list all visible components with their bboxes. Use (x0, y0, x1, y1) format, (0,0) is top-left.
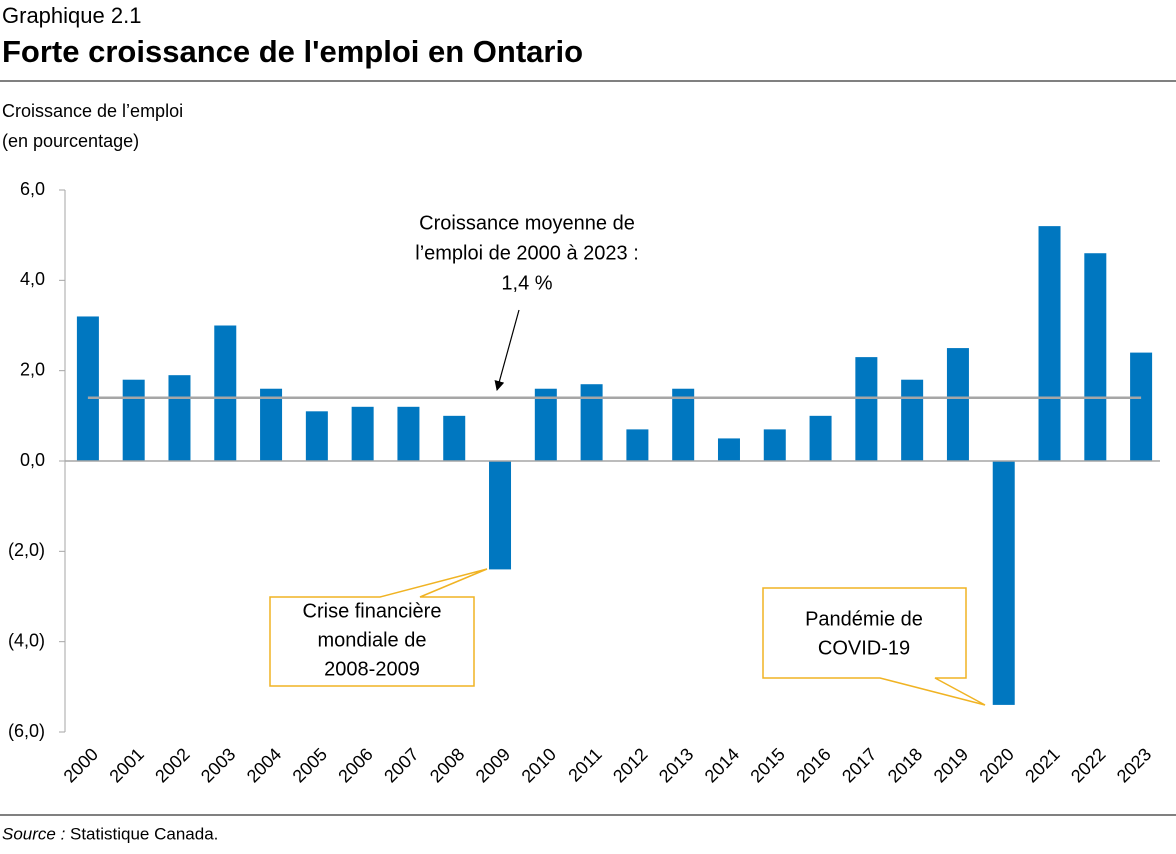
y-tick-label: (6,0) (8, 721, 45, 741)
bar (534, 388, 557, 461)
x-tick-label: 2009 (472, 744, 514, 786)
annotation: 1,4 % (501, 272, 552, 294)
bar (122, 379, 145, 461)
bar (443, 415, 466, 461)
x-tick-label: 2020 (975, 744, 1017, 786)
bar (717, 438, 740, 461)
bar (305, 411, 328, 461)
x-tick-label: 2021 (1021, 744, 1063, 786)
x-tick-label: 2002 (151, 744, 193, 786)
bar (626, 429, 649, 461)
x-tick-label: 2017 (838, 744, 880, 786)
x-tick-label: 2015 (746, 744, 788, 786)
bar (672, 388, 695, 461)
x-tick-label: 2010 (518, 744, 560, 786)
x-tick-label: 2003 (197, 744, 239, 786)
x-tick-label: 2011 (564, 744, 606, 786)
y-tick-label: (2,0) (8, 540, 45, 560)
annotation: Croissance moyenne de (419, 212, 635, 234)
x-tick-label: 2001 (105, 744, 147, 786)
chart-title: Forte croissance de l'emploi en Ontario (2, 34, 583, 69)
annotation: COVID-19 (818, 637, 910, 659)
y-axis-label: (en pourcentage) (2, 131, 139, 151)
x-tick-label: 2022 (1067, 744, 1109, 786)
x-tick-label: 2008 (426, 744, 468, 786)
y-tick-label: 2,0 (20, 359, 45, 379)
x-tick-label: 2016 (792, 744, 834, 786)
bar (946, 348, 969, 461)
x-tick-label: 2018 (884, 744, 926, 786)
callout-box (762, 587, 986, 706)
annotation: 2008-2009 (324, 658, 420, 680)
bar (1038, 226, 1061, 461)
x-tick-label: 2014 (701, 744, 743, 786)
annotation: l’emploi de 2000 à 2023 : (415, 242, 639, 264)
bar (260, 388, 283, 461)
bar (397, 406, 420, 461)
annotation: Crise financière (303, 600, 442, 622)
y-tick-label: 0,0 (20, 450, 45, 470)
bar (901, 379, 924, 461)
x-tick-label: 2000 (60, 744, 102, 786)
bar (351, 406, 374, 461)
annotation: mondiale de (318, 629, 427, 651)
y-tick-label: (4,0) (8, 630, 45, 650)
chart-subtitle: Graphique 2.1 (2, 3, 141, 28)
annotation: Pandémie de (805, 608, 923, 630)
y-tick-label: 4,0 (20, 269, 45, 289)
bar (76, 316, 99, 461)
callout-box (269, 568, 488, 687)
bar (580, 384, 603, 461)
bar (809, 415, 832, 461)
source-label: Source : (2, 824, 66, 843)
bar (855, 357, 878, 461)
x-tick-label: 2006 (334, 744, 376, 786)
x-tick-label: 2013 (655, 744, 697, 786)
x-tick-label: 2004 (243, 744, 285, 786)
bar (763, 429, 786, 461)
bar (1130, 352, 1153, 461)
source: Statistique Canada. (70, 824, 218, 843)
bar (489, 461, 512, 570)
x-tick-label: 2005 (289, 744, 331, 786)
bar (992, 461, 1015, 705)
x-tick-label: 2019 (930, 744, 972, 786)
arrow (494, 309, 520, 391)
bar (1084, 253, 1107, 461)
bar (168, 375, 191, 461)
x-tick-label: 2012 (609, 744, 651, 786)
y-tick-label: 6,0 (20, 179, 45, 199)
bar (214, 325, 237, 461)
x-tick-label: 2023 (1113, 744, 1155, 786)
x-tick-label: 2007 (380, 744, 422, 786)
y-axis-label: Croissance de l’emploi (2, 101, 183, 121)
